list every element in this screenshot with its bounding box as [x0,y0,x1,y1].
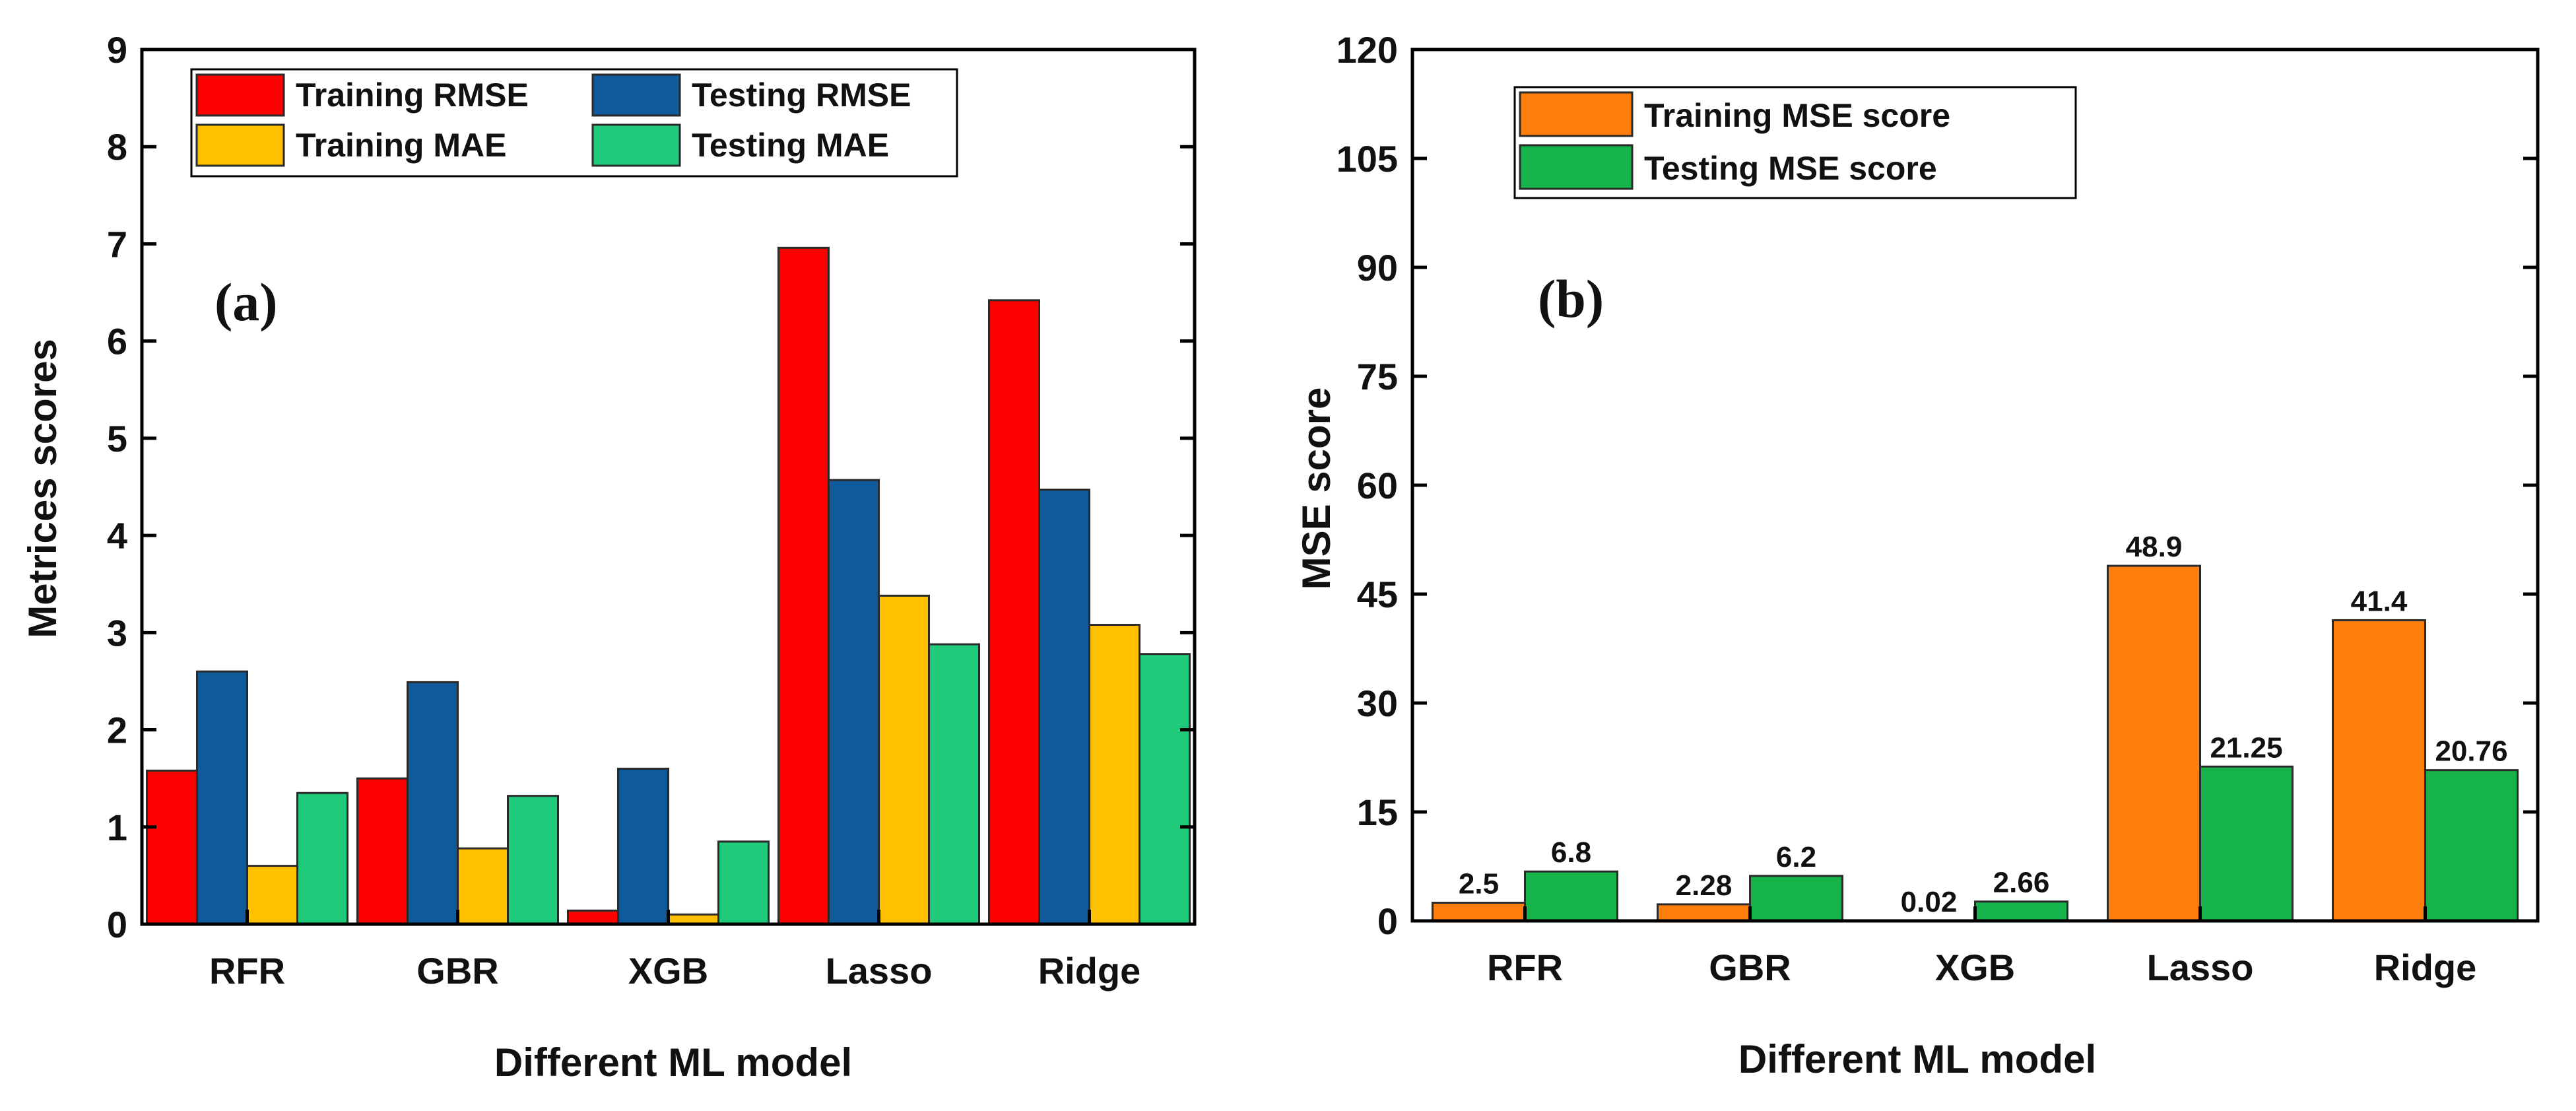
chart-b-legend-swatch-0 [1520,92,1632,136]
chart-a-ytick-label-7: 7 [107,223,127,265]
chart-a-legend-swatch-1 [593,75,680,116]
chart-a-xtick-label-3: Lasso [826,950,933,992]
chart-b-xtick-label-2: XGB [1935,947,2015,988]
chart-a-ytick-label-8: 8 [107,126,127,168]
chart-b-data-label-0-3: 48.9 [2126,531,2183,563]
chart-b-data-label-0-0: 2.5 [1459,868,1499,900]
chart-b-bar-1-3 [2200,766,2293,921]
chart-b-ytick-label-6: 90 [1357,247,1398,288]
chart-b: MSE score Different ML model (b) Trainin… [1294,29,2538,1081]
chart-a-ytick-label-9: 9 [107,29,127,71]
chart-a-bar-2-3 [879,595,929,924]
chart-a-bar-3-0 [298,793,348,924]
chart-a-bar-3-1 [508,796,558,924]
chart-b-data-label-1-0: 6.8 [1551,836,1591,869]
chart-a-xtick-label-2: XGB [628,950,708,992]
chart-b-ytick-label-2: 30 [1357,683,1398,724]
chart-b-ytick-label-4: 60 [1357,465,1398,506]
chart-a-panel-label: (a) [215,272,278,332]
chart-b-xtick-label-4: Ridge [2374,947,2477,988]
chart-a-legend-label-3: Testing MAE [692,127,889,164]
chart-a-legend-label-2: Training MAE [296,127,506,164]
chart-b-data-label-0-4: 41.4 [2351,586,2408,618]
chart-a-ytick-label-3: 3 [107,612,127,654]
chart-a-ytick-label-4: 4 [107,515,127,556]
chart-b-panel-label: (b) [1538,269,1604,329]
chart-a-xtick-label-0: RFR [209,950,285,992]
chart-a-ytick-label-6: 6 [107,321,127,362]
chart-b-legend: Training MSE score Testing MSE score [1515,87,2076,198]
chart-a-legend-label-1: Testing RMSE [692,77,911,114]
chart-a-bar-3-4 [1140,654,1190,924]
chart-a-legend-swatch-2 [197,125,284,166]
chart-a-bar-2-0 [248,866,298,924]
chart-b-xtick-label-1: GBR [1709,947,1791,988]
chart-b-data-label-1-3: 21.25 [2210,731,2282,764]
chart-a-xlabel: Different ML model [494,1040,852,1085]
chart-b-bar-1-0 [1525,871,1618,921]
chart-a-bar-0-0 [147,770,197,924]
chart-a-bar-0-3 [779,248,829,924]
chart-b-ytick-label-8: 120 [1337,29,1398,71]
chart-a-legend: Training RMSE Testing RMSE Training MAE Tes… [191,69,957,176]
chart-b-bar-0-1 [1658,904,1750,921]
chart-a-ytick-label-2: 2 [107,710,127,751]
chart-b-ytick-label-1: 15 [1357,791,1398,833]
chart-b-data-label-1-1: 6.2 [1776,841,1816,873]
chart-b-ytick-label-0: 0 [1377,900,1398,942]
chart-a-bar-0-2 [568,910,618,924]
chart-b-xtick-label-0: RFR [1487,947,1563,988]
chart-b-ytick-label-7: 105 [1337,138,1398,180]
chart-b-legend-label-1: Testing MSE score [1644,150,1937,187]
chart-b-bar-1-4 [2426,770,2518,921]
chart-b-bar-0-0 [1433,903,1525,922]
chart-b-data-label-0-1: 2.28 [1676,869,1733,902]
chart-b-bar-0-3 [2108,566,2200,921]
chart-b-data-label-1-2: 2.66 [1993,867,2050,899]
chart-a-bar-3-2 [719,842,769,924]
chart-a-bar-2-4 [1090,625,1140,924]
chart-a-bar-1-2 [618,768,669,924]
chart-b-bar-1-2 [1975,902,2068,921]
chart-a-xtick-label-1: GBR [416,950,498,992]
chart-a-legend-swatch-0 [197,75,284,116]
chart-a-bar-0-1 [358,778,408,924]
chart-b-legend-swatch-1 [1520,145,1632,189]
chart-a-ytick-label-5: 5 [107,418,127,459]
chart-b-legend-label-0: Training MSE score [1644,97,1950,134]
chart-a-bar-0-4 [989,300,1040,924]
chart-a-bar-2-1 [458,848,508,924]
chart-b-ytick-label-5: 75 [1357,356,1398,397]
chart-a-bar-1-1 [408,682,458,924]
chart-a-bar-1-4 [1040,490,1090,924]
chart-b-bar-1-1 [1750,876,1843,921]
chart-b-bar-0-4 [2333,621,2426,921]
chart-a-ytick-label-1: 1 [107,807,127,848]
chart-a-bar-1-0 [197,671,248,924]
chart-b-ytick-label-3: 45 [1357,574,1398,615]
chart-b-data-label-1-4: 20.76 [2435,735,2507,768]
chart-a-ylabel: Metrices scores [20,339,65,638]
chart-b-xtick-label-3: Lasso [2147,947,2254,988]
chart-a-xtick-label-4: Ridge [1038,950,1141,992]
chart-a-ytick-label-0: 0 [107,904,127,945]
chart-a-bar-3-3 [929,644,979,924]
chart-a-bar-1-3 [829,480,879,924]
chart-a-legend-label-0: Training RMSE [296,77,529,114]
chart-a: Metrices scores Different ML model (a) T… [20,29,1195,1085]
chart-b-ylabel: MSE score [1294,387,1338,590]
chart-a-legend-swatch-3 [593,125,680,166]
chart-b-data-label-0-2: 0.02 [1901,886,1958,918]
chart-b-xlabel: Different ML model [1738,1037,2096,1081]
